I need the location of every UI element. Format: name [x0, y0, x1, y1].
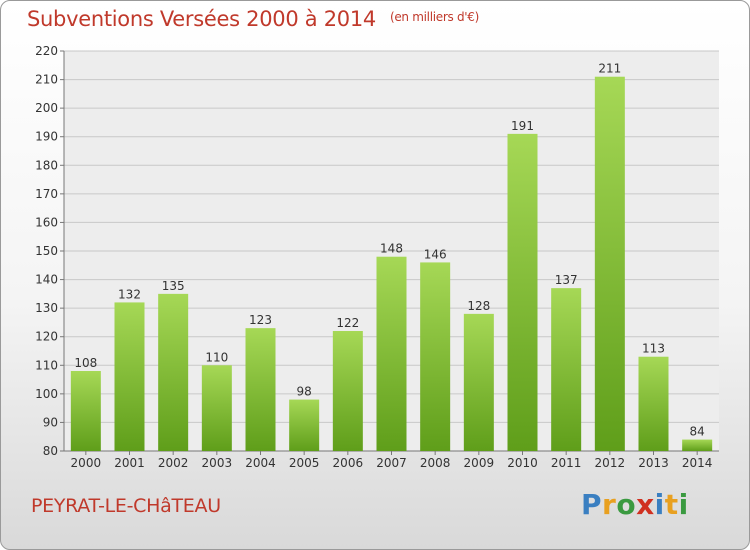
y-tick-label: 130 [35, 301, 58, 315]
x-tick-label: 2009 [464, 456, 495, 470]
bar [289, 399, 320, 451]
logo-letter: o [616, 488, 637, 521]
logo-letter: i [654, 488, 665, 521]
x-tick-label: 2002 [158, 456, 189, 470]
bar-value-label: 122 [336, 316, 359, 330]
y-tick-label: 160 [35, 215, 58, 229]
y-tick-label: 100 [35, 387, 58, 401]
y-tick-label: 190 [35, 130, 58, 144]
logo-letter: P [581, 488, 603, 521]
chart-title-text: Subventions Versées 2000 à 2014 [27, 7, 376, 31]
bar-value-label: 123 [249, 313, 272, 327]
y-tick-label: 110 [35, 358, 58, 372]
y-tick-label: 120 [35, 330, 58, 344]
logo-letter: x [636, 488, 655, 521]
bar-value-label: 148 [380, 242, 403, 256]
y-tick-label: 200 [35, 101, 58, 115]
bar-value-label: 135 [162, 279, 185, 293]
y-tick-label: 210 [35, 73, 58, 87]
bar [245, 328, 276, 451]
bar-value-label: 108 [74, 356, 97, 370]
bar-value-label: 128 [467, 299, 490, 313]
x-tick-label: 2003 [202, 456, 233, 470]
x-tick-label: 2008 [420, 456, 451, 470]
y-tick-label: 150 [35, 244, 58, 258]
bar-value-label: 132 [118, 287, 141, 301]
x-tick-label: 2001 [114, 456, 145, 470]
bar [507, 133, 538, 451]
bar-value-label: 113 [642, 342, 665, 356]
bar [551, 288, 582, 451]
bar [201, 365, 232, 451]
commune-name: PEYRAT-LE-CHâTEAU [31, 495, 221, 517]
x-tick-label: 2007 [376, 456, 407, 470]
logo-letter: r [602, 488, 617, 521]
y-tick-label: 170 [35, 187, 58, 201]
logo-letter: i [678, 488, 689, 521]
x-tick-label: 2005 [289, 456, 320, 470]
bar-value-label: 191 [511, 119, 534, 133]
x-tick-label: 2014 [682, 456, 713, 470]
bar [114, 302, 145, 451]
chart-title: Subventions Versées 2000 à 2014 (en milli… [27, 7, 479, 31]
x-tick-label: 2000 [71, 456, 102, 470]
y-tick-label: 220 [35, 44, 58, 58]
bar [463, 313, 494, 451]
bar [332, 331, 363, 451]
x-tick-label: 2013 [638, 456, 669, 470]
x-tick-label: 2010 [507, 456, 538, 470]
logo-letter: t [664, 488, 679, 521]
proxiti-logo: Proxiti [581, 488, 689, 521]
bar-value-label: 84 [690, 425, 705, 439]
bar-value-label: 146 [424, 247, 447, 261]
bar [638, 356, 669, 451]
y-tick-label: 180 [35, 158, 58, 172]
y-tick-label: 90 [43, 415, 58, 429]
bar [158, 293, 189, 451]
y-tick-label: 140 [35, 273, 58, 287]
bar [376, 256, 407, 451]
bar [682, 439, 713, 451]
bar [70, 371, 101, 451]
x-tick-label: 2011 [551, 456, 582, 470]
x-tick-label: 2004 [245, 456, 276, 470]
x-tick-label: 2006 [333, 456, 364, 470]
chart-subtitle: (en milliers d'€) [389, 10, 479, 24]
bar-value-label: 137 [555, 273, 578, 287]
bar [594, 76, 625, 451]
y-tick-label: 80 [43, 444, 58, 458]
bar-value-label: 211 [598, 62, 621, 76]
x-tick-label: 2012 [595, 456, 626, 470]
bar [420, 262, 451, 451]
bar-value-label: 110 [205, 350, 228, 364]
bar-value-label: 98 [297, 385, 312, 399]
